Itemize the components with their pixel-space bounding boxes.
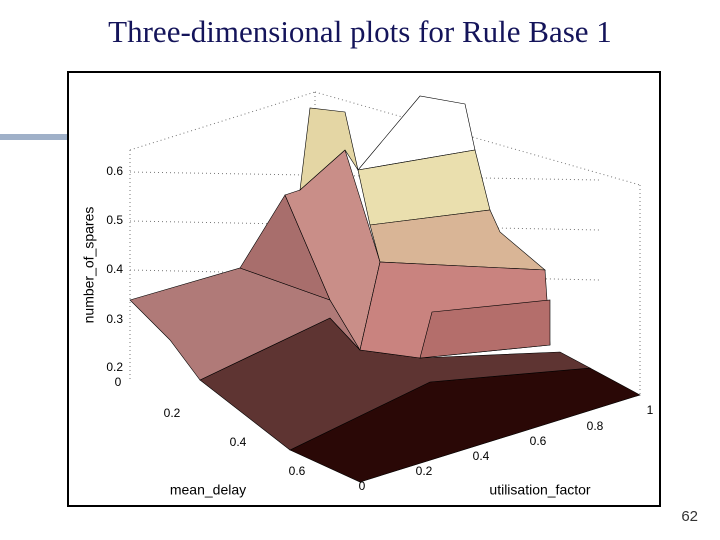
y-tick-label: 0 <box>359 479 366 493</box>
surface <box>129 95 641 483</box>
z-tick-label: 0.5 <box>106 213 123 227</box>
z-tick-label: 0.4 <box>106 262 123 276</box>
decoration-bar <box>0 134 68 140</box>
x-tick-label: 0 <box>115 375 122 389</box>
y-tick-label: 0.6 <box>530 434 547 448</box>
page-number: 62 <box>681 508 698 525</box>
axis-box <box>129 91 641 395</box>
y-axis-label: utilisation_factor <box>489 482 591 498</box>
y-tick-label: 1 <box>647 403 654 417</box>
z-tick-label: 0.6 <box>106 164 123 178</box>
x-tick-label: 0.2 <box>164 406 181 420</box>
z-tick-label: 0.2 <box>106 360 123 374</box>
z-tick-label: 0.3 <box>106 312 123 326</box>
z-axis-label: number_of_spares <box>81 207 97 324</box>
y-tick-label: 0.2 <box>416 464 433 478</box>
slide-title: Three-dimensional plots for Rule Base 1 <box>108 14 612 49</box>
x-tick-label: 0.6 <box>289 464 306 478</box>
y-tick-label: 0.8 <box>587 419 604 433</box>
y-tick-label: 0.4 <box>473 449 490 463</box>
x-axis-label: mean_delay <box>170 482 246 498</box>
x-tick-label: 0.4 <box>230 435 247 449</box>
